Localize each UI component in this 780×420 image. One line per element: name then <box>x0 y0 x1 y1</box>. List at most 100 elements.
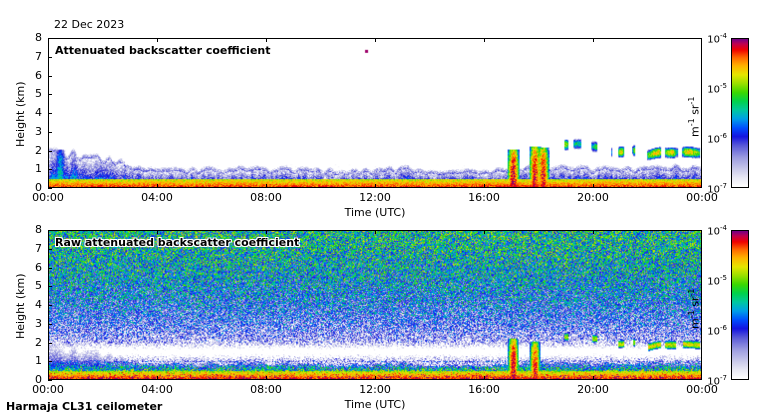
xtick-label: 04:00 <box>141 383 173 396</box>
xtick-mark <box>375 230 376 234</box>
colorbar-gradient-top <box>732 39 748 187</box>
ytick-label: 0 <box>35 181 42 194</box>
colorbar-unit-label: m-1 sr-1 <box>687 96 702 137</box>
ytick-mark <box>48 94 52 95</box>
xtick-mark <box>701 230 702 234</box>
xtick-mark <box>701 376 702 380</box>
xtick-label: 12:00 <box>359 383 391 396</box>
ytick-label: 3 <box>35 124 42 138</box>
xtick-label: 00:00 <box>686 191 718 204</box>
xtick-mark <box>48 184 49 188</box>
ytick-mark <box>48 169 52 170</box>
ytick-mark <box>48 132 52 133</box>
xtick-mark <box>157 184 158 188</box>
ytick-mark <box>48 268 52 269</box>
colorbar-tick-label: 10-4 <box>707 224 727 238</box>
ytick-label: 4 <box>35 298 42 311</box>
xtick-mark <box>593 376 594 380</box>
xtick-mark <box>48 38 49 42</box>
xtick-mark <box>484 38 485 42</box>
ytick-label: 0 <box>35 373 42 386</box>
ytick-mark <box>48 151 52 152</box>
xtick-mark <box>593 38 594 42</box>
xtick-label: 08:00 <box>250 383 282 396</box>
xtick-label: 04:00 <box>141 191 173 204</box>
xtick-label: 16:00 <box>468 191 500 204</box>
ytick-label: 6 <box>35 68 42 82</box>
y-axis-title: Height (km) <box>14 81 27 147</box>
ytick-mark <box>48 343 52 344</box>
xtick-mark <box>593 184 594 188</box>
ytick-label: 2 <box>35 143 42 157</box>
ytick-label: 5 <box>35 87 42 101</box>
panel-title-top: Attenuated backscatter coefficient <box>55 44 271 57</box>
ytick-label: 2 <box>35 335 42 349</box>
xtick-mark <box>48 230 49 234</box>
colorbar-tick-label: 10-7 <box>707 182 727 196</box>
xtick-label: 00:00 <box>32 191 64 204</box>
xtick-mark <box>48 376 49 380</box>
ytick-mark <box>48 230 52 231</box>
panel-title-bottom: Raw attenuated backscatter coefficient <box>55 236 300 249</box>
ytick-mark <box>48 38 52 39</box>
ytick-label: 1 <box>35 354 42 368</box>
xtick-label: 08:00 <box>250 191 282 204</box>
xtick-mark <box>266 230 267 234</box>
ytick-mark <box>48 305 52 306</box>
ytick-mark <box>48 188 52 189</box>
footer-station-label: Harmaja CL31 ceilometer <box>6 400 163 413</box>
x-axis-title: Time (UTC) <box>344 206 406 219</box>
panel-attenuated-backscatter: Attenuated backscatter coefficient <box>48 38 702 188</box>
ytick-label: 7 <box>35 241 42 255</box>
xtick-mark <box>593 230 594 234</box>
xtick-label: 20:00 <box>577 191 609 204</box>
xtick-mark <box>266 38 267 42</box>
ytick-mark <box>48 57 52 58</box>
ytick-mark <box>48 249 52 250</box>
heatmap-attenuated-backscatter <box>49 39 701 187</box>
xtick-mark <box>375 38 376 42</box>
xtick-mark <box>484 230 485 234</box>
ytick-label: 1 <box>35 162 42 176</box>
ytick-label: 6 <box>35 260 42 274</box>
xtick-label: 16:00 <box>468 383 500 396</box>
ytick-mark <box>48 113 52 114</box>
xtick-mark <box>484 376 485 380</box>
ytick-mark <box>48 361 52 362</box>
xtick-label: 00:00 <box>686 383 718 396</box>
ytick-label: 3 <box>35 316 42 330</box>
date-label: 22 Dec 2023 <box>54 18 125 31</box>
colorbar-unit-label: m-1 sr-1 <box>687 288 702 329</box>
ytick-mark <box>48 286 52 287</box>
xtick-label: 00:00 <box>32 383 64 396</box>
xtick-mark <box>701 184 702 188</box>
xtick-mark <box>701 38 702 42</box>
colorbar-tick-label: 10-4 <box>707 32 727 46</box>
ytick-label: 7 <box>35 49 42 63</box>
xtick-mark <box>484 184 485 188</box>
colorbar-bottom <box>731 230 749 380</box>
y-axis-title: Height (km) <box>14 273 27 339</box>
ytick-mark <box>48 380 52 381</box>
ytick-mark <box>48 76 52 77</box>
colorbar-gradient-bottom <box>732 231 748 379</box>
colorbar-tick-label: 10-5 <box>707 273 727 288</box>
xtick-mark <box>157 376 158 380</box>
xtick-mark <box>157 38 158 42</box>
heatmap-raw-attenuated-backscatter <box>49 231 701 379</box>
xtick-mark <box>266 184 267 188</box>
colorbar-tick-label: 10-7 <box>707 374 727 388</box>
xtick-mark <box>266 376 267 380</box>
x-axis-title: Time (UTC) <box>344 398 406 411</box>
xtick-mark <box>157 230 158 234</box>
colorbar-tick-label: 10-5 <box>707 81 727 96</box>
colorbar-tick-label: 10-6 <box>707 324 727 338</box>
ytick-label: 8 <box>35 223 42 236</box>
ytick-label: 4 <box>35 106 42 119</box>
panel-raw-attenuated-backscatter: Raw attenuated backscatter coefficient <box>48 230 702 380</box>
xtick-mark <box>375 184 376 188</box>
xtick-label: 12:00 <box>359 191 391 204</box>
xtick-label: 20:00 <box>577 383 609 396</box>
colorbar-tick-label: 10-6 <box>707 132 727 146</box>
